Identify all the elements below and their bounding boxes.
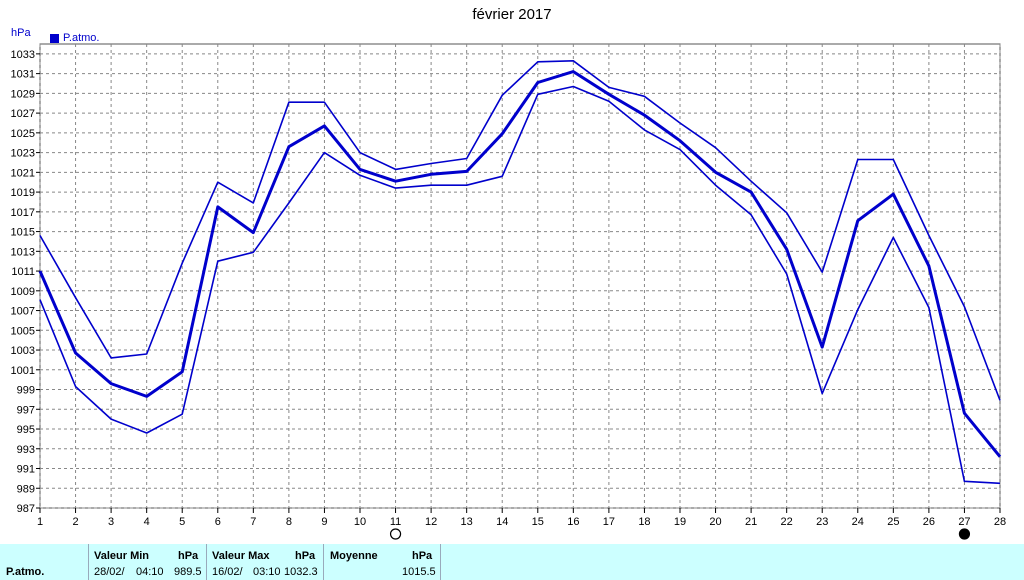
x-tick-label: 25 <box>887 516 899 528</box>
y-tick-label: 1029 <box>11 88 35 100</box>
x-tick-label: 24 <box>852 516 864 528</box>
stats-panel: P.atmo. Valeur Min hPa 28/02/ 04:10 989.… <box>0 544 1024 580</box>
legend: P.atmo. <box>50 32 100 44</box>
y-tick-label: 1011 <box>11 266 35 278</box>
y-tick-label: 1025 <box>11 128 35 140</box>
y-tick-label: 995 <box>17 424 35 436</box>
y-tick-label: 1015 <box>11 227 35 239</box>
stats-divider <box>206 544 207 580</box>
max-unit: hPa <box>295 550 316 562</box>
legend-label: P.atmo. <box>63 32 100 44</box>
max-date: 16/02/ <box>212 566 243 578</box>
moon-markers <box>389 528 971 540</box>
x-tick-label: 6 <box>215 516 221 528</box>
x-tick-label: 22 <box>781 516 793 528</box>
x-tick-label: 16 <box>567 516 579 528</box>
y-tick-label: 1019 <box>11 187 35 199</box>
y-tick-label: 1007 <box>11 306 35 318</box>
x-tick-label: 3 <box>108 516 114 528</box>
y-tick-label: 1031 <box>11 69 35 81</box>
y-tick-label: 1023 <box>11 148 35 160</box>
full-moon-marker <box>389 528 402 540</box>
y-tick-label: 1017 <box>11 207 35 219</box>
series-line-mean <box>38 70 1002 458</box>
new-moon-marker <box>958 528 971 540</box>
x-tick-label: 20 <box>709 516 721 528</box>
x-tick-label: 23 <box>816 516 828 528</box>
y-tick-label: 1027 <box>11 108 35 120</box>
x-tick-label: 8 <box>286 516 292 528</box>
pressure-chart: 9879899919939959979991001100310051007100… <box>11 43 1007 540</box>
avg-header: Moyenne <box>330 550 378 562</box>
stats-divider <box>323 544 324 580</box>
axes: 9879899919939959979991001100310051007100… <box>11 49 1007 528</box>
min-date: 28/02/ <box>94 566 125 578</box>
y-tick-label: 997 <box>17 404 35 416</box>
legend-swatch <box>50 33 59 43</box>
min-time: 04:10 <box>136 566 164 578</box>
grid <box>39 43 1001 509</box>
min-value: 989.5 <box>174 566 202 578</box>
x-tick-label: 10 <box>354 516 366 528</box>
x-tick-label: 11 <box>390 516 401 528</box>
chart-title: février 2017 <box>472 6 552 23</box>
min-unit: hPa <box>178 550 199 562</box>
x-tick-label: 18 <box>638 516 650 528</box>
y-tick-label: 1005 <box>11 325 35 337</box>
x-tick-label: 28 <box>994 516 1006 528</box>
y-tick-label: 989 <box>17 483 35 495</box>
stats-divider <box>88 544 89 580</box>
x-tick-label: 13 <box>461 516 473 528</box>
max-time: 03:10 <box>253 566 281 578</box>
min-header: Valeur Min <box>94 550 150 562</box>
y-tick-label: 999 <box>17 385 35 397</box>
avg-value: 1015.5 <box>402 566 436 578</box>
max-header: Valeur Max <box>212 550 270 562</box>
y-tick-label: 1009 <box>11 286 35 298</box>
x-tick-label: 21 <box>745 516 757 528</box>
series-line-min <box>39 85 1001 485</box>
y-tick-label: 993 <box>17 444 35 456</box>
x-tick-label: 17 <box>603 516 615 528</box>
y-tick-label: 991 <box>17 464 35 476</box>
stats-divider <box>440 544 441 580</box>
x-tick-label: 9 <box>321 516 327 528</box>
stats-row-label: P.atmo. <box>6 566 45 578</box>
x-tick-label: 27 <box>958 516 970 528</box>
x-tick-label: 1 <box>37 516 43 528</box>
x-tick-label: 12 <box>425 516 437 528</box>
y-tick-label: 1013 <box>11 246 35 258</box>
series-line-max <box>39 59 1001 401</box>
y-tick-label: 987 <box>17 503 35 515</box>
y-tick-label: 1021 <box>11 167 35 179</box>
x-tick-label: 15 <box>532 516 544 528</box>
x-tick-label: 26 <box>923 516 935 528</box>
x-tick-label: 4 <box>144 516 150 528</box>
y-tick-label: 1003 <box>11 345 35 357</box>
x-tick-label: 5 <box>179 516 185 528</box>
series-lines <box>38 59 1002 485</box>
y-axis-unit: hPa <box>11 27 31 39</box>
avg-unit: hPa <box>412 550 433 562</box>
x-tick-label: 7 <box>250 516 256 528</box>
y-tick-label: 1001 <box>11 365 35 377</box>
x-tick-label: 2 <box>72 516 78 528</box>
x-tick-label: 19 <box>674 516 686 528</box>
y-tick-label: 1033 <box>11 49 35 61</box>
max-value: 1032.3 <box>284 566 318 578</box>
x-tick-label: 14 <box>496 516 508 528</box>
